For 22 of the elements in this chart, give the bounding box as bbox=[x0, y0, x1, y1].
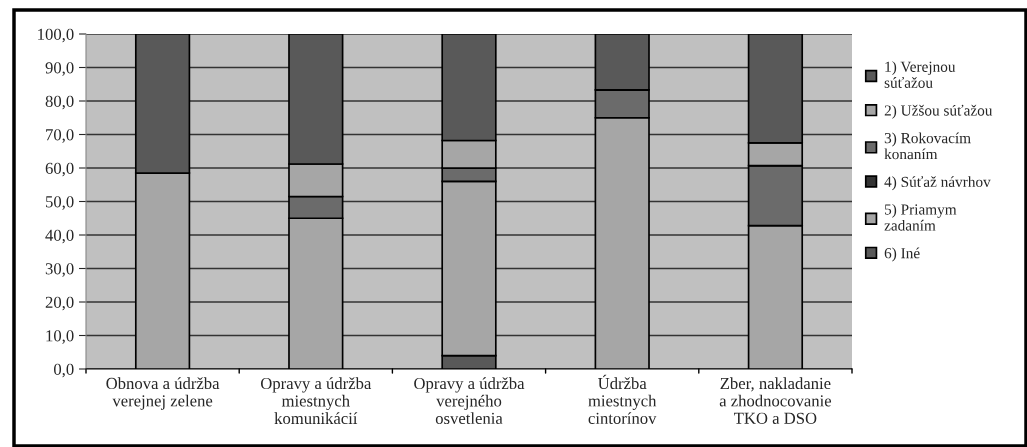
x-tick-label: Obnova a údržba verejnej zelene bbox=[106, 377, 220, 410]
x-tick-label: Údržba miestnych cintorínov bbox=[588, 374, 657, 424]
y-tick-label: 100,0 bbox=[38, 28, 74, 43]
y-tick-label: 50,0 bbox=[46, 196, 74, 210]
legend-label: 6) Iné bbox=[884, 247, 920, 262]
legend-label: 2) Užšou súťažou bbox=[884, 104, 993, 119]
y-tick-label: 70,0 bbox=[46, 129, 74, 143]
y-tick-label: 80,0 bbox=[45, 95, 74, 110]
legend-label: 3) Rokovacím konaním bbox=[884, 132, 971, 160]
y-tick-label: 20,0 bbox=[45, 296, 74, 311]
y-tick-label: 30,0 bbox=[45, 263, 74, 277]
x-tick-label: Zber, nakladanie a zhodnocovanie TKO a DSO bbox=[719, 377, 832, 424]
legend-label: 4) Súťaž návrhov bbox=[884, 176, 991, 191]
y-tick-label: 60,0 bbox=[45, 162, 74, 177]
x-tick-label: Opravy a údržba verejného osvetlenia bbox=[414, 377, 525, 425]
x-tick-label: Opravy a údržba miestnych komunikácií bbox=[260, 377, 372, 425]
legend-label: 1) Verejnou súťažou bbox=[884, 61, 956, 88]
y-tick-label: 90,0 bbox=[45, 62, 74, 76]
legend-label: 5) Priamym zadaním bbox=[884, 203, 957, 231]
y-tick-label: 40,0 bbox=[45, 229, 74, 244]
y-tick-label: 10,0 bbox=[46, 330, 74, 344]
y-tick-label: 0,0 bbox=[54, 363, 74, 378]
